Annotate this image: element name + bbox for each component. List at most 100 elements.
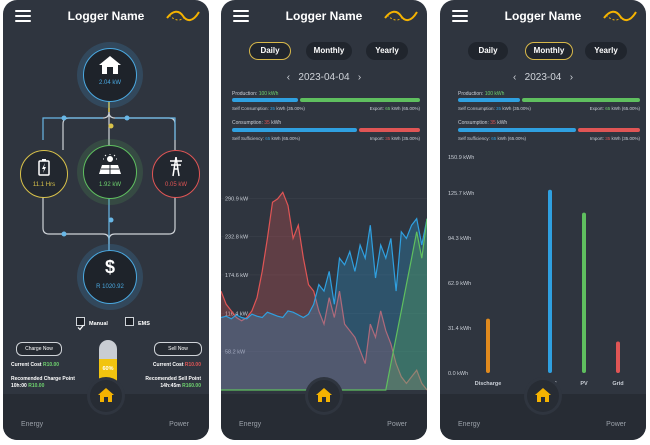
sell-point-info: 14h:45m R160.00 xyxy=(160,383,201,389)
export-unit: kWh (65.00%) xyxy=(611,106,640,111)
bar xyxy=(548,189,552,373)
production-label: Production: xyxy=(232,91,258,97)
solar-node[interactable]: 1.92 kW xyxy=(83,145,137,199)
import-unit: kWh (35.00%) xyxy=(611,136,640,141)
y-tick-label: 94.3 kWh xyxy=(448,236,471,242)
x-tick-label: Discharge xyxy=(475,381,502,387)
self-consumption-bar xyxy=(458,98,520,102)
nav-home-button[interactable] xyxy=(527,380,559,412)
production-summary: Production: 100 kWh xyxy=(458,91,504,97)
charge-point-value: R10.00 xyxy=(28,383,45,389)
y-tick-label: 290.9 kW xyxy=(225,196,249,202)
tab-yearly[interactable]: Yearly xyxy=(366,42,408,60)
export-label: Export: xyxy=(369,106,384,111)
manual-checkbox[interactable] xyxy=(76,317,85,331)
nav-energy[interactable]: Energy xyxy=(458,421,481,428)
import-bar xyxy=(578,128,640,132)
home-node[interactable]: 2.04 kW xyxy=(83,48,137,102)
self-sufficiency-text: Self Sufficiency: 65 kWh (65.00%) xyxy=(232,136,300,141)
self-sufficiency-unit: kWh (65.00%) xyxy=(271,136,300,141)
ems-checkbox[interactable] xyxy=(125,317,134,326)
consumption-summary: Consumption: 35 kWh xyxy=(458,120,507,126)
self-consumption-label: Self Consumption: xyxy=(458,106,495,111)
overview-screen: Logger Name 2.04 kW xyxy=(3,0,209,440)
series-line xyxy=(221,217,427,320)
nav-home-button[interactable] xyxy=(308,380,340,412)
grid-value: 0.05 kW xyxy=(164,182,187,188)
sell-point-time: 14h:45m xyxy=(160,383,181,389)
menu-icon[interactable] xyxy=(233,10,249,22)
check-icon xyxy=(77,324,84,331)
current-cost-label: Current Cost xyxy=(152,362,184,368)
date-label: 2023-04-04 xyxy=(298,72,350,83)
sell-now-button[interactable]: Sell Now xyxy=(154,342,202,356)
app-title: Logger Name xyxy=(67,9,145,23)
tab-monthly[interactable]: Monthly xyxy=(306,42,352,60)
energy-bar-chart: 150.9 kWh 125.7 kWh 94.3 kWh 62.9 kWh 31.4 k… xyxy=(448,155,624,387)
nav-power[interactable]: Power xyxy=(606,421,626,428)
consumption-label: Consumption: xyxy=(458,120,489,126)
home-icon xyxy=(99,56,121,74)
grid-node[interactable]: 0.05 kW xyxy=(152,150,200,198)
app-title: Logger Name xyxy=(285,9,363,23)
chevron-left-icon[interactable]: ‹ xyxy=(286,72,291,83)
import-label: Import: xyxy=(369,136,384,141)
cost-node[interactable]: $ R 1020.92 xyxy=(83,250,137,304)
self-consumption-text: Self Consumption: 35 kWh (35.00%) xyxy=(458,106,531,111)
export-bar xyxy=(300,98,420,102)
self-consumption-value: 35 xyxy=(496,106,502,111)
self-sufficiency-value: 65 xyxy=(491,136,497,141)
logo-icon xyxy=(603,10,637,22)
nav-power[interactable]: Power xyxy=(169,421,189,428)
chevron-right-icon[interactable]: › xyxy=(357,72,362,83)
app-header: Logger Name xyxy=(3,0,209,34)
period-tabs: Daily Monthly Yearly xyxy=(221,42,427,62)
tab-daily[interactable]: Daily xyxy=(468,42,508,60)
nav-energy[interactable]: Energy xyxy=(239,421,262,428)
battery-icon xyxy=(38,159,50,176)
export-text: Export: 65 kWh (65.00%) xyxy=(370,106,420,111)
y-tick-label: 125.7 kWh xyxy=(448,191,474,197)
daily-screen: Logger Name Daily Monthly Yearly ‹ 2023-… xyxy=(221,0,427,440)
series-area xyxy=(221,218,427,390)
import-unit: kWh (35.00%) xyxy=(391,136,420,141)
chevron-left-icon[interactable]: ‹ xyxy=(512,72,517,83)
consumption-summary: Consumption: 35 kWh xyxy=(232,120,281,126)
bar xyxy=(486,318,490,373)
logo-icon xyxy=(166,10,200,22)
bar xyxy=(616,341,620,373)
series-area xyxy=(221,218,427,390)
app-title: Logger Name xyxy=(504,9,582,23)
self-sufficiency-bar xyxy=(458,128,576,132)
tab-monthly[interactable]: Monthly xyxy=(525,42,573,60)
flow-lines xyxy=(42,88,176,252)
consumption-unit: kWh xyxy=(271,120,282,126)
nav-home-button[interactable] xyxy=(90,380,122,412)
self-sufficiency-unit: kWh (65.00%) xyxy=(497,136,526,141)
tab-daily[interactable]: Daily xyxy=(249,42,291,60)
period-tabs: Daily Monthly Yearly xyxy=(440,42,646,62)
charge-now-button[interactable]: Charge Now xyxy=(16,342,62,356)
x-tick-label: PV xyxy=(580,381,588,387)
production-label: Production: xyxy=(458,91,484,97)
nav-power[interactable]: Power xyxy=(387,421,407,428)
menu-icon[interactable] xyxy=(15,10,31,22)
home-icon xyxy=(98,388,114,402)
current-cost-left: Current Cost R10.00 xyxy=(11,362,59,368)
consumption-unit: kWh xyxy=(497,120,508,126)
battery-node[interactable]: 11.1 Hrs xyxy=(20,150,68,198)
monthly-screen: Logger Name Daily Monthly Yearly ‹ 2023-… xyxy=(440,0,646,440)
power-area-chart: 290.9 kW 232.8 kW 174.6 kW 116.4 kW 58.2 kW xyxy=(221,191,427,391)
y-tick-label: 232.8 kW xyxy=(225,235,249,241)
menu-icon[interactable] xyxy=(452,10,468,22)
tab-yearly[interactable]: Yearly xyxy=(585,42,627,60)
date-selector: ‹ 2023-04-04 › xyxy=(221,72,427,83)
series-line xyxy=(221,191,427,391)
sell-point-value: R160.00 xyxy=(182,383,201,389)
nav-energy[interactable]: Energy xyxy=(21,421,44,428)
x-tick-label: Grid xyxy=(612,381,623,387)
chevron-right-icon[interactable]: › xyxy=(569,72,574,83)
solar-panel-icon xyxy=(99,154,121,174)
battery-value: 11.1 Hrs xyxy=(32,182,56,188)
self-consumption-bar xyxy=(232,98,298,102)
